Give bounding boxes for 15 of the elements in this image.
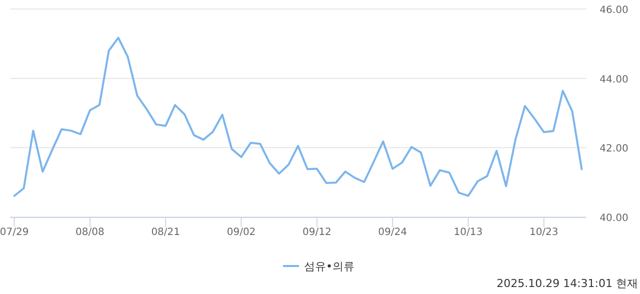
x-tick-label: 09/24 [378,227,407,238]
x-tick-label: 09/12 [302,227,332,238]
y-tick-label: 40.00 [600,213,628,224]
legend-label: 섬유•의류 [304,260,354,273]
text: 2025.10.29 14:31:01 현재 [496,277,638,290]
y-tick-label: 46.00 [600,5,628,16]
x-tick-label: 08/08 [76,227,104,238]
x-tick-label: 08/21 [151,227,180,238]
y-tick-label: 42.00 [600,144,628,155]
line-series [13,36,583,197]
y-tick-label: 44.00 [600,74,628,86]
x-tick-label: 09/02 [226,227,256,238]
x-tick-label: 07/29 [0,227,29,238]
x-tick-label: 10/23 [529,227,558,238]
x-tick-label: 10/13 [454,227,483,238]
